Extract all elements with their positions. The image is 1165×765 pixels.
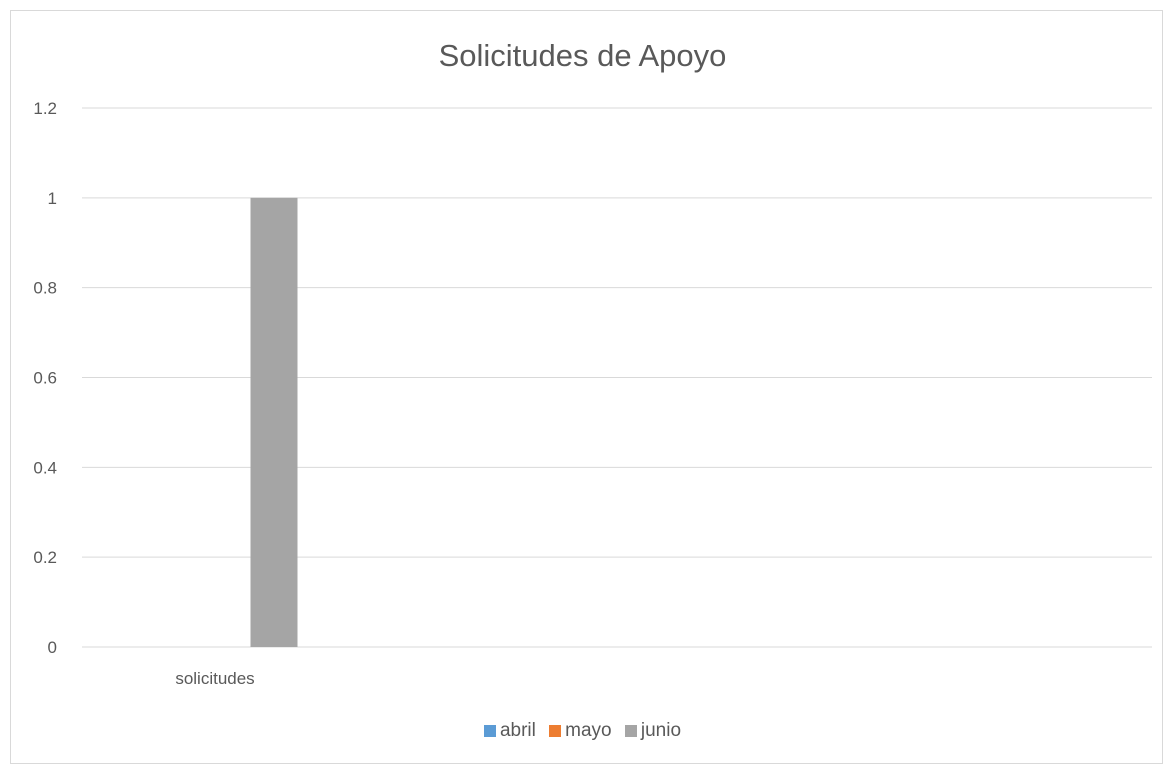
legend-swatch-mayo: [549, 725, 562, 737]
y-tick-label: 0.4: [33, 458, 57, 477]
legend-item-mayo: mayo: [549, 720, 612, 742]
chart-area: [10, 10, 1163, 764]
legend-swatch-abril: [483, 725, 496, 737]
legend-label-junio: junio: [640, 720, 682, 741]
legend-item-junio: junio: [624, 720, 682, 742]
bar-junio-solicitudes: [250, 197, 298, 648]
y-tick-label: 0.6: [33, 369, 57, 388]
legend-item-abril: abril: [483, 720, 536, 742]
y-tick-label: 1: [48, 189, 57, 208]
legend-label-abril: abril: [499, 720, 536, 741]
legend-label-mayo: mayo: [565, 720, 612, 741]
y-tick-label: 0: [48, 638, 57, 657]
chart-title: Solicitudes de Apoyo: [438, 38, 727, 73]
y-tick-label: 0.8: [33, 279, 57, 298]
y-tick-label: 0.2: [33, 548, 57, 567]
y-tick-label: 1.2: [33, 99, 57, 118]
legend-swatch-junio: [624, 725, 637, 737]
x-category-label: solicitudes: [175, 669, 254, 688]
legend: abril mayo junio: [0, 720, 1165, 743]
